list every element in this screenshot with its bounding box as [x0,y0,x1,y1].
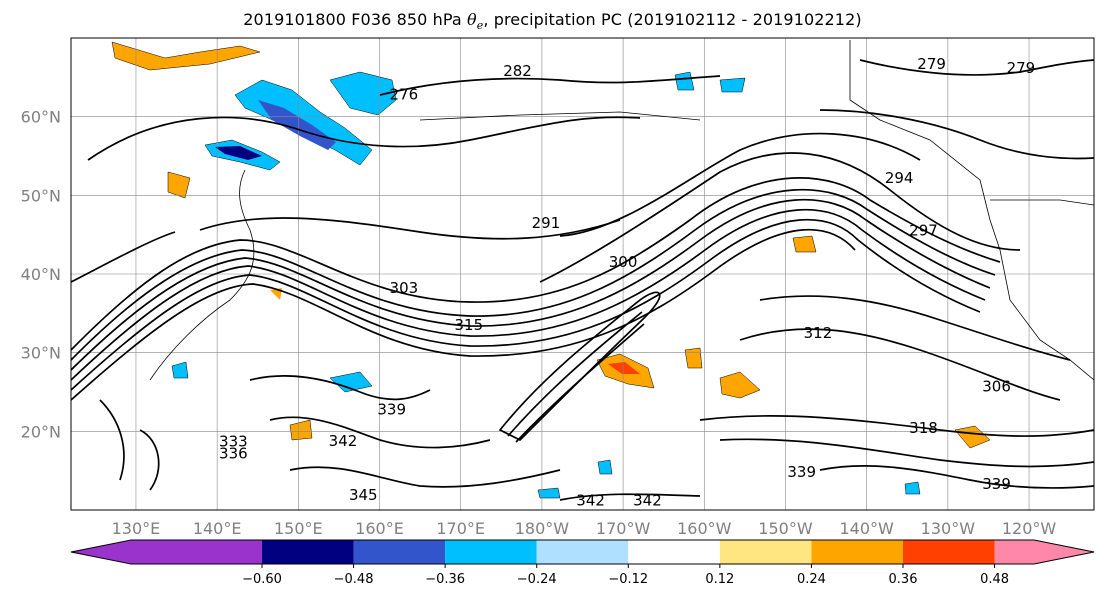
colorbar-seg-2 [353,540,446,564]
colorbar-seg-6 [719,540,812,564]
contour-labels: 276 282 279 279 294 291 297 300 303 315 312 306 318 3… [219,55,1035,510]
colorbar-extend-low [71,540,131,564]
contour-label-4: 294 [885,169,914,187]
contour-label-13: 339 [377,400,406,418]
contour-label-20: 333 [219,433,248,451]
colorbar-tick-7: 0.36 [889,572,918,587]
contour-label-3: 279 [1007,59,1036,77]
colorbar-tick-3: −0.24 [517,572,557,587]
lon-tick-5: 180°W [515,519,570,538]
contour-label-12: 318 [909,419,938,437]
colorbar-seg-8 [903,540,995,564]
contour-label-8: 303 [390,279,419,297]
contour-label-17: 342 [633,492,662,510]
contour-label-6: 297 [909,222,938,240]
lon-tick-0: 130°E [112,519,161,538]
precipitation-shading [111,41,991,499]
colorbar-seg-4 [536,540,629,564]
contour-label-21: 336 [219,444,248,462]
lon-tick-6: 170°W [596,519,651,538]
contour-label-11: 306 [982,377,1011,395]
lon-tick-3: 160°E [355,519,404,538]
lat-tick-4: 20°N [21,422,61,441]
title-theta: θ [466,10,477,29]
contour-label-7: 300 [609,253,638,271]
lon-tick-7: 160°W [677,519,732,538]
lon-tick-10: 130°W [921,519,976,538]
colorbar-tick-0: −0.60 [242,572,282,587]
colorbar-tick-5: 0.12 [705,572,734,587]
title-suffix: , precipitation PC (2019102112 - 2019102… [483,10,862,29]
lon-tick-8: 150°W [758,519,813,538]
contour-label-14: 342 [329,432,358,450]
colorbar-tick-6: 0.24 [797,572,826,587]
contour-label-5: 291 [532,214,561,232]
colorbar [70,539,1095,565]
colorbar-seg-5 [628,540,720,564]
title-prefix: 2019101800 F036 850 hPa [243,10,462,29]
lat-tick-2: 40°N [21,265,61,284]
latitude-tick-labels: 60°N 50°N 40°N 30°N 20°N [21,108,61,442]
lon-tick-1: 140°E [193,519,242,538]
contour-label-1: 282 [503,62,532,80]
coastlines [149,40,1094,381]
contour-label-16: 342 [576,492,605,510]
plot-frame [70,37,1095,511]
theta-e-contours [71,59,1094,501]
contour-label-18: 339 [787,463,816,481]
colorbar-seg-10 [994,540,1034,564]
lon-tick-4: 170°E [436,519,485,538]
contour-label-0: 276 [390,86,419,104]
title-subscript: e [476,19,484,33]
colorbar-outline [70,539,1095,565]
colorbar-seg-0 [131,540,262,564]
colorbar-tick-2: −0.36 [425,572,465,587]
lat-tick-1: 50°N [21,186,61,205]
contour-label-2: 279 [917,55,946,73]
lat-tick-0: 60°N [21,108,61,127]
colorbar-seg-7 [811,540,903,564]
colorbar-tick-4: −0.12 [608,572,648,587]
lon-tick-2: 150°E [274,519,323,538]
colorbar-tick-labels: −0.60 −0.48 −0.36 −0.24 −0.12 0.12 0.24 0.36 0.4… [242,564,1009,587]
lon-tick-11: 120°W [1002,519,1057,538]
contour-label-10: 312 [804,324,833,342]
colorbar-extend-high [1034,540,1094,564]
contour-label-9: 315 [455,316,484,334]
lon-tick-9: 140°W [839,519,894,538]
colorbar-tick-1: −0.48 [334,572,374,587]
chart-title: 2019101800 F036 850 hPa θe, precipitatio… [0,10,1105,32]
colorbar-tick-8: 0.48 [980,572,1009,587]
longitude-tick-labels: 130°E 140°E 150°E 160°E 170°E 180°W 170°W 160°W… [112,519,1057,538]
lat-tick-3: 30°N [21,344,61,363]
colorbar-seg-3 [445,540,537,564]
contour-label-19: 339 [982,475,1011,493]
contour-label-15: 345 [349,486,378,504]
colorbar-seg-1 [262,540,354,564]
plot-area: 276 282 279 279 294 291 297 300 303 315 312 306 318 3… [71,38,1094,510]
